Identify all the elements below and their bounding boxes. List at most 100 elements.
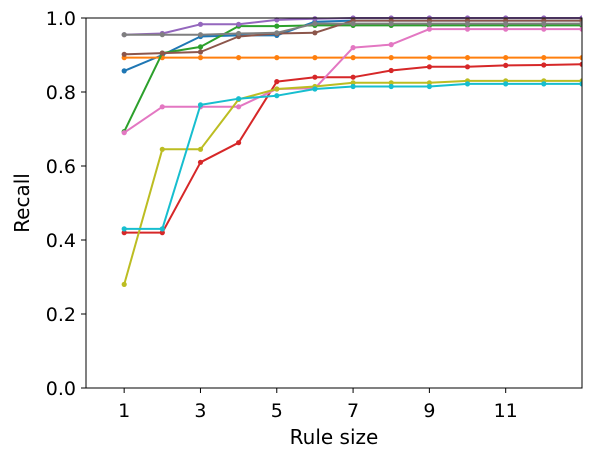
- ticks-layer: 1 3 5 7 9 11 0.0 0.2 0.4 0.6 0.8 1.0: [46, 8, 518, 422]
- data-point: [541, 21, 547, 27]
- data-point: [426, 80, 432, 86]
- data-point: [121, 226, 127, 232]
- y-tick-label: 0.6: [46, 156, 76, 178]
- data-point: [541, 81, 547, 87]
- x-axis-title: Rule size: [290, 425, 379, 449]
- data-point: [197, 49, 204, 55]
- data-point: [197, 146, 204, 152]
- data-point: [579, 61, 582, 67]
- data-point: [197, 55, 204, 61]
- plot-frame: [85, 17, 583, 389]
- data-point: [159, 104, 165, 110]
- x-tick-label: 5: [271, 400, 283, 422]
- data-point: [350, 74, 356, 80]
- y-tick-label: 1.0: [46, 8, 76, 30]
- data-point: [464, 81, 471, 87]
- data-point: [236, 30, 242, 37]
- data-point: [579, 81, 582, 87]
- data-point: [426, 26, 432, 32]
- data-point: [388, 55, 394, 61]
- data-point: [274, 23, 280, 29]
- series-line: [124, 82, 582, 230]
- data-point: [426, 21, 432, 27]
- series-8: [121, 21, 582, 38]
- data-point: [350, 80, 356, 86]
- data-point: [159, 230, 165, 236]
- data-point: [541, 26, 547, 32]
- x-tick-label: 7: [347, 400, 359, 422]
- data-point: [236, 104, 242, 110]
- data-point: [388, 42, 394, 48]
- data-point: [464, 64, 471, 70]
- data-point: [426, 55, 432, 61]
- x-tick-label: 9: [423, 400, 435, 422]
- data-point: [350, 21, 356, 27]
- data-point: [503, 81, 509, 87]
- data-point: [312, 30, 318, 36]
- data-point: [388, 83, 394, 90]
- series-layer: [121, 15, 582, 287]
- series-10: [121, 81, 582, 232]
- data-point: [312, 55, 318, 61]
- data-point: [236, 96, 242, 102]
- x-tick-label: 11: [494, 400, 518, 422]
- data-point: [274, 17, 280, 23]
- data-point: [197, 102, 204, 108]
- data-point: [274, 93, 280, 99]
- data-point: [312, 86, 318, 92]
- data-point: [426, 83, 432, 90]
- data-point: [503, 55, 509, 61]
- y-tick-label: 0.2: [46, 304, 76, 326]
- data-point: [197, 32, 204, 38]
- data-point: [541, 62, 547, 68]
- data-point: [464, 26, 471, 32]
- data-point: [579, 21, 582, 27]
- data-point: [197, 159, 204, 165]
- data-point: [274, 79, 280, 85]
- data-point: [121, 68, 127, 74]
- data-point: [541, 55, 547, 61]
- data-point: [121, 32, 127, 38]
- data-point: [312, 21, 318, 27]
- data-point: [236, 140, 242, 146]
- data-point: [274, 55, 280, 61]
- data-point: [388, 80, 394, 86]
- data-point: [312, 16, 318, 22]
- y-axis-title: Recall: [10, 173, 34, 233]
- data-point: [121, 230, 127, 236]
- y-tick-label: 0.4: [46, 230, 76, 252]
- data-point: [579, 26, 582, 32]
- data-point: [274, 30, 280, 36]
- data-point: [503, 62, 509, 68]
- data-point: [236, 21, 242, 27]
- data-point: [579, 55, 582, 61]
- data-point: [121, 130, 127, 136]
- data-point: [159, 32, 165, 38]
- data-point: [426, 64, 432, 70]
- data-point: [159, 146, 165, 152]
- data-point: [388, 21, 394, 27]
- data-point: [159, 50, 165, 56]
- data-point: [464, 55, 471, 61]
- series-9: [121, 78, 582, 287]
- data-point: [388, 67, 394, 74]
- series-4: [121, 61, 582, 236]
- data-point: [197, 44, 204, 50]
- data-point: [274, 86, 280, 92]
- series-line: [123, 79, 582, 285]
- x-tick-label: 1: [118, 400, 130, 422]
- data-point: [464, 21, 471, 27]
- data-point: [121, 281, 127, 287]
- data-point: [197, 21, 204, 27]
- data-point: [350, 45, 356, 51]
- x-tick-label: 3: [194, 400, 206, 422]
- data-point: [312, 74, 318, 80]
- data-point: [503, 26, 509, 32]
- data-point: [159, 226, 165, 232]
- data-point: [236, 55, 242, 61]
- data-point: [350, 55, 356, 61]
- series-2: [121, 55, 582, 61]
- data-point: [121, 51, 127, 57]
- data-point: [350, 83, 356, 90]
